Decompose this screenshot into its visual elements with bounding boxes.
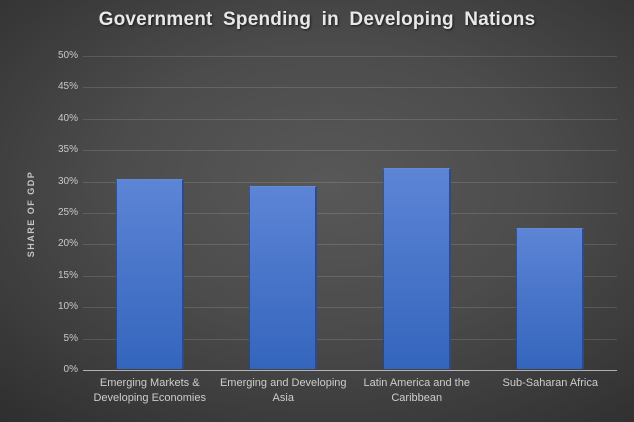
y-axis-tick: 30% <box>57 175 78 187</box>
chart-bar <box>249 185 318 369</box>
y-axis-tick: 5% <box>63 332 78 344</box>
x-axis-label: Sub-Saharan Africa <box>502 377 598 389</box>
x-axis-label: Emerging and Developing Asia <box>219 377 347 404</box>
plot-area <box>83 56 617 371</box>
chart-bar <box>516 227 585 369</box>
gridline <box>83 118 617 120</box>
gridline <box>83 275 617 277</box>
x-axis-line <box>83 370 617 371</box>
x-axis-label: Emerging Markets & Developing Economies <box>93 377 206 404</box>
y-axis-tick: 0% <box>63 364 78 375</box>
gridline <box>83 338 617 340</box>
y-axis-tick: 25% <box>57 207 78 218</box>
y-axis-tick: 15% <box>57 269 78 281</box>
y-axis-tick: 35% <box>57 144 78 156</box>
gridline <box>83 307 617 309</box>
gridline <box>83 213 617 214</box>
x-axis-label: Latin America and the Caribbean <box>363 377 470 404</box>
y-axis-tick: 50% <box>57 50 78 61</box>
y-axis-tick: 40% <box>57 112 78 124</box>
chart-bar <box>382 168 451 369</box>
y-axis-tick: 45% <box>57 81 78 93</box>
gridline <box>83 181 617 183</box>
gridline <box>83 56 617 57</box>
chart-title: Government Spending in Developing Nation… <box>98 9 536 30</box>
y-axis-tick: 20% <box>57 238 78 250</box>
gridline <box>83 150 617 152</box>
y-axis-tick: 10% <box>57 301 78 313</box>
gridline <box>83 87 617 89</box>
gridline <box>83 244 617 246</box>
chart-bar <box>115 178 184 369</box>
